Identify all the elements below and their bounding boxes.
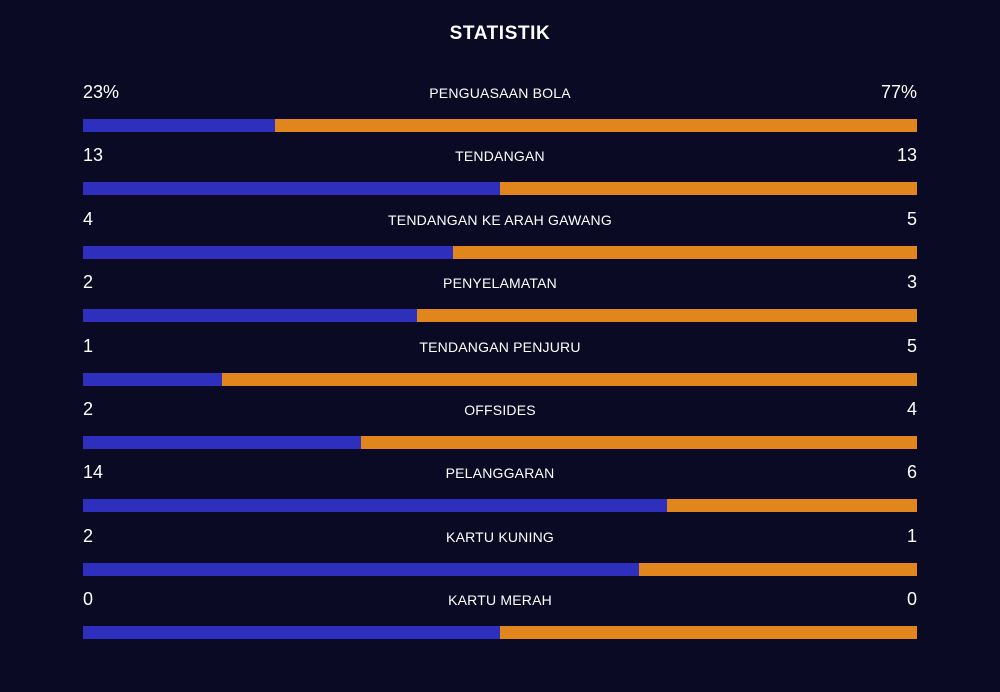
stat-row-offsides: 2 OFFSIDES 4 [83, 399, 917, 462]
stat-row-shots: 13 TENDANGAN 13 [83, 145, 917, 208]
comparison-bar [83, 309, 917, 323]
away-value: 1 [906, 525, 917, 546]
stat-label: KARTU MERAH [448, 592, 552, 609]
comparison-bar [83, 182, 917, 196]
away-bar-fill [360, 435, 917, 449]
away-value: 4 [906, 398, 917, 419]
stat-label: TENDANGAN [455, 148, 545, 165]
away-value: 13 [896, 145, 917, 166]
away-bar-fill [500, 626, 917, 640]
comparison-bar [83, 372, 917, 386]
away-value: 5 [906, 335, 917, 356]
home-value: 2 [83, 398, 94, 419]
away-bar-fill [453, 245, 917, 259]
away-bar-fill [416, 309, 917, 323]
home-value: 2 [83, 272, 94, 293]
stat-label: TENDANGAN KE ARAH GAWANG [388, 211, 612, 228]
stat-row-saves: 2 PENYELAMATAN 3 [83, 272, 917, 335]
stat-label: TENDANGAN PENJURU [419, 338, 581, 355]
away-bar-fill [666, 499, 917, 513]
away-value: 5 [906, 208, 917, 229]
stat-row-corners: 1 TENDANGAN PENJURU 5 [83, 336, 917, 399]
comparison-bar [83, 626, 917, 640]
home-value: 0 [83, 589, 94, 610]
away-value: 3 [906, 272, 917, 293]
comparison-bar [83, 499, 917, 513]
home-bar-fill [83, 562, 640, 576]
home-value: 1 [83, 335, 94, 356]
comparison-bar [83, 245, 917, 259]
away-bar-fill [222, 372, 917, 386]
away-bar-fill [639, 562, 917, 576]
stat-label: KARTU KUNING [446, 528, 554, 545]
home-value: 23% [83, 82, 120, 102]
away-value: 0 [906, 589, 917, 610]
away-bar-fill [274, 119, 917, 132]
home-value: 14 [83, 462, 104, 483]
stat-row-red-cards: 0 KARTU MERAH 0 [83, 589, 917, 652]
home-bar-fill [83, 626, 500, 640]
stat-label: PENGUASAAN BOLA [429, 85, 571, 101]
stat-label: PELANGGARAN [445, 465, 555, 482]
home-bar-fill [83, 309, 417, 323]
home-bar-fill [83, 435, 361, 449]
home-bar-fill [83, 119, 275, 132]
away-bar-fill [500, 182, 917, 196]
home-bar-fill [83, 499, 667, 513]
stats-list: 23% PENGUASAAN BOLA 77% 13 TENDANGAN 13 … [83, 82, 917, 653]
stat-label: PENYELAMATAN [443, 275, 557, 292]
page-title: STATISTIK [449, 23, 551, 44]
stat-row-shots-on-target: 4 TENDANGAN KE ARAH GAWANG 5 [83, 209, 917, 272]
stat-row-fouls: 14 PELANGGARAN 6 [83, 462, 917, 525]
home-bar-fill [83, 372, 223, 386]
stat-row-possession: 23% PENGUASAAN BOLA 77% [83, 82, 917, 145]
home-bar-fill [83, 245, 454, 259]
home-value: 13 [83, 145, 104, 166]
comparison-bar [83, 562, 917, 576]
comparison-bar [83, 119, 917, 132]
home-value: 4 [83, 208, 94, 229]
home-bar-fill [83, 182, 500, 196]
comparison-bar [83, 435, 917, 449]
home-value: 2 [83, 525, 94, 546]
stat-row-yellow-cards: 2 KARTU KUNING 1 [83, 526, 917, 589]
stat-label: OFFSIDES [464, 401, 536, 418]
away-value: 77% [880, 82, 917, 102]
away-value: 6 [906, 462, 917, 483]
